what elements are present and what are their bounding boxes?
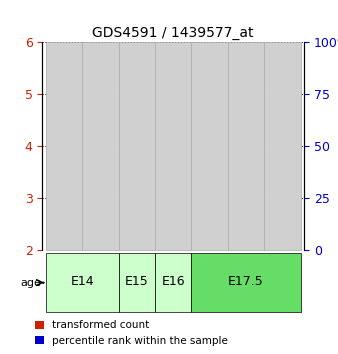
Text: age: age — [21, 278, 42, 287]
Text: E16: E16 — [162, 275, 185, 288]
Text: E15: E15 — [125, 275, 149, 288]
Point — [207, 141, 212, 147]
Bar — [46, 253, 119, 312]
Title: GDS4591 / 1439577_at: GDS4591 / 1439577_at — [93, 26, 254, 40]
Bar — [91, 146, 110, 250]
Bar — [128, 135, 146, 250]
Point — [134, 106, 140, 112]
Bar — [155, 253, 191, 312]
Bar — [228, 42, 264, 250]
Bar — [155, 42, 191, 250]
Point — [280, 191, 285, 197]
Bar — [237, 241, 255, 250]
Legend: transformed count, percentile rank within the sample: transformed count, percentile rank withi… — [32, 317, 231, 349]
Point — [243, 200, 249, 205]
Bar — [273, 222, 291, 250]
Bar — [46, 42, 82, 250]
Bar — [119, 42, 155, 250]
Bar — [164, 63, 182, 250]
Text: E17.5: E17.5 — [228, 275, 264, 288]
Text: E14: E14 — [70, 275, 94, 288]
Point — [62, 112, 67, 118]
Bar — [264, 42, 300, 250]
Point — [170, 77, 176, 83]
Point — [98, 119, 103, 124]
Bar — [82, 42, 119, 250]
Bar — [55, 145, 73, 250]
Bar — [191, 42, 228, 250]
Bar — [200, 178, 219, 250]
Bar — [119, 253, 155, 312]
Bar — [191, 253, 300, 312]
